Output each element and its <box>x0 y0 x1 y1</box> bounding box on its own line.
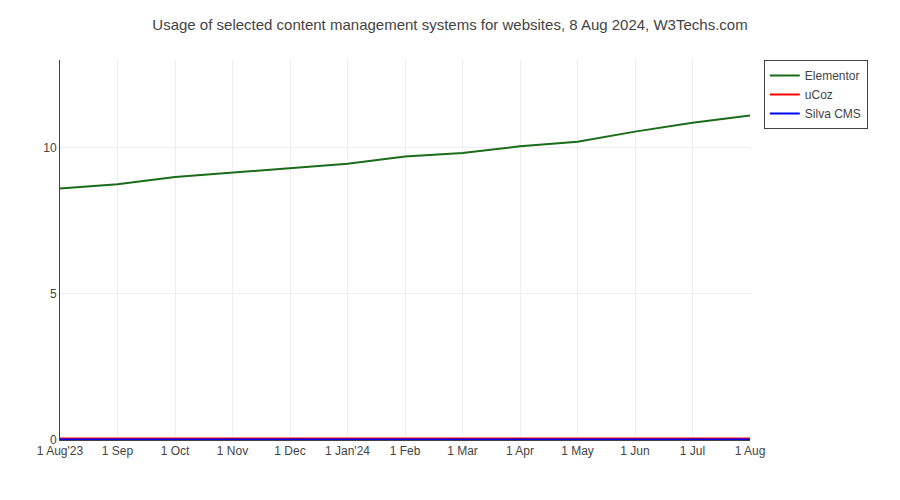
svg-text:1 Aug: 1 Aug <box>735 444 766 458</box>
svg-text:1 Oct: 1 Oct <box>161 444 190 458</box>
svg-text:1 Feb: 1 Feb <box>390 444 421 458</box>
svg-text:1 Dec: 1 Dec <box>274 444 305 458</box>
svg-text:0: 0 <box>50 433 57 447</box>
svg-text:Elementor: Elementor <box>805 69 860 83</box>
svg-text:1 Jun: 1 Jun <box>620 444 649 458</box>
svg-text:1 Apr: 1 Apr <box>506 444 534 458</box>
svg-text:1 Aug'23: 1 Aug'23 <box>37 444 84 458</box>
svg-text:10: 10 <box>43 141 57 155</box>
svg-text:1 Sep: 1 Sep <box>102 444 134 458</box>
svg-text:Usage of selected content mana: Usage of selected content management sys… <box>152 16 747 33</box>
svg-text:Silva CMS: Silva CMS <box>805 107 861 121</box>
svg-text:1 Jul: 1 Jul <box>680 444 705 458</box>
svg-text:1 Nov: 1 Nov <box>217 444 248 458</box>
svg-text:1 Mar: 1 Mar <box>447 444 478 458</box>
svg-text:uCoz: uCoz <box>805 88 833 102</box>
svg-text:5: 5 <box>50 287 57 301</box>
svg-text:1 May: 1 May <box>561 444 594 458</box>
svg-text:1 Jan'24: 1 Jan'24 <box>325 444 370 458</box>
